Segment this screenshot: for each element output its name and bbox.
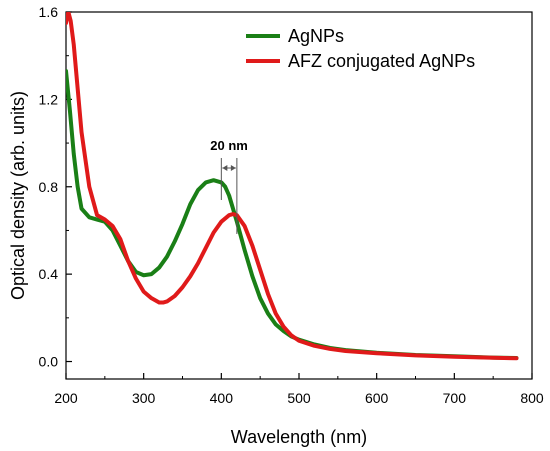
- annotation-layer: 20 nm: [210, 138, 248, 234]
- y-axis-title: Optical density (arb. units): [8, 91, 28, 300]
- annotation-arrowhead-right: [230, 165, 236, 171]
- y-tick-label: 1.2: [39, 91, 59, 107]
- x-tick-label: 600: [365, 390, 389, 406]
- series-line-afz-conjugated-agnps: [66, 12, 519, 361]
- y-tick-label: 0.8: [39, 179, 59, 195]
- legend-label: AFZ conjugated AgNPs: [288, 51, 475, 71]
- x-tick-label: 400: [210, 390, 234, 406]
- series-line-agnps: [66, 68, 519, 361]
- annotation-label: 20 nm: [210, 138, 248, 153]
- annotation-arrowhead-left: [222, 165, 228, 171]
- y-axis: 0.0 0.4 0.8 1.2 1.6: [39, 4, 72, 370]
- series-layer: [66, 12, 519, 361]
- y-tick-label: 0.0: [39, 354, 59, 370]
- x-tick-label: 700: [443, 390, 467, 406]
- y-tick-label: 1.6: [39, 4, 59, 20]
- legend-label: AgNPs: [288, 26, 344, 46]
- legend: AgNPs AFZ conjugated AgNPs: [246, 26, 475, 71]
- x-tick-label: 200: [54, 390, 78, 406]
- x-axis: 200 300 400 500 600 700 800: [54, 373, 544, 406]
- x-tick-label: 800: [520, 390, 544, 406]
- y-tick-label: 0.4: [39, 266, 59, 282]
- x-tick-label: 500: [287, 390, 311, 406]
- x-tick-label: 300: [132, 390, 156, 406]
- plot-area: 200 300 400 500 600 700 800 0.0 0.4 0.8 1.2 1.6 20…: [39, 4, 544, 406]
- x-axis-title: Wavelength (nm): [231, 427, 367, 447]
